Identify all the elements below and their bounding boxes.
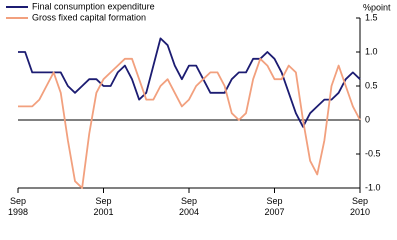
series-line	[18, 57, 361, 189]
legend-label: Final consumption expenditure	[32, 1, 155, 11]
x-tick-label: Sep 2001	[93, 196, 114, 217]
y-tick-label: -1.0	[365, 182, 381, 192]
x-tick-label: Sep 1998	[7, 196, 29, 217]
y-unit-label: %point	[363, 2, 391, 12]
chart: %point 1.5 1.0 0.5 0 -0.5 -1.0 Final consumpti…	[6, 1, 391, 193]
y-tick-label: 0.5	[365, 80, 378, 90]
y-tick-label: 0	[365, 114, 370, 124]
y-tick-label: 1.5	[365, 12, 378, 22]
x-tick-label: Sep 2010	[349, 196, 371, 217]
x-tick-label: Sep 2007	[264, 196, 285, 217]
series-line	[18, 37, 361, 128]
x-tick-label: Sep 2004	[178, 196, 200, 217]
legend-label: Gross fixed capital formation	[32, 12, 146, 22]
y-tick-label: 1.0	[365, 46, 378, 56]
y-tick-label: -0.5	[365, 148, 381, 158]
page: {"chart_data": {"type": "line", "y_unit_…	[6, 1, 392, 217]
